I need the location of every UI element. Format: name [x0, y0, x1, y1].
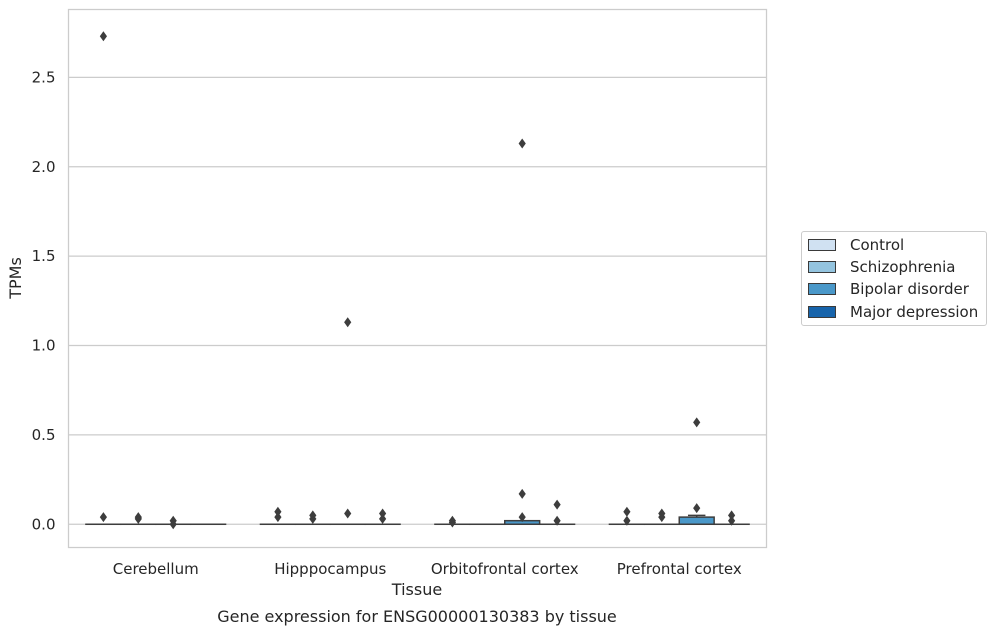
- outlier-point: [623, 506, 631, 517]
- outlier-point: [553, 499, 561, 510]
- outlier-point: [658, 508, 666, 519]
- outlier-point: [553, 515, 561, 526]
- outlier-point: [518, 138, 526, 149]
- y-tick-labels: 0.0 0.5 1.0 1.5 2.0 2.5: [32, 68, 56, 533]
- legend-label-major-depression: Major depression: [850, 303, 979, 321]
- legend-item-schizophrenia: Schizophrenia: [808, 257, 955, 277]
- box-body: [678, 516, 715, 526]
- y-tick-label: 2.0: [32, 158, 56, 176]
- x-tick-labels: Cerebellum Hipppocampus Orbitofrontal cort…: [113, 560, 742, 578]
- boxes: [85, 514, 750, 526]
- outlier-point: [623, 515, 631, 526]
- x-axis-label: Tissue: [391, 580, 442, 599]
- x-tick-label-orbitofrontal-cortex: Orbitofrontal cortex: [431, 560, 579, 578]
- plot-area-frame: [67, 8, 768, 549]
- outlier-point: [693, 417, 701, 428]
- legend-label-bipolar-disorder: Bipolar disorder: [850, 280, 969, 298]
- outlier-point: [309, 510, 317, 521]
- y-tick-label: 2.5: [32, 68, 56, 86]
- grid-lines: [68, 76, 767, 525]
- outlier-point: [518, 512, 526, 523]
- y-tick-label: 0.5: [32, 426, 56, 444]
- outliers: [99, 31, 736, 530]
- outlier-point: [344, 317, 352, 328]
- outlier-point: [99, 512, 107, 523]
- legend-swatch-major-depression: [808, 306, 836, 318]
- outlier-point: [274, 512, 282, 523]
- outlier-point: [134, 512, 142, 523]
- x-tick-label-cerebellum: Cerebellum: [113, 560, 199, 578]
- legend-label-schizophrenia: Schizophrenia: [850, 258, 956, 276]
- outlier-point: [518, 488, 526, 499]
- legend-swatch-bipolar-disorder: [808, 283, 836, 295]
- y-axis-label: TPMs: [6, 257, 25, 300]
- outlier-point: [379, 513, 387, 524]
- outlier-point: [448, 515, 456, 526]
- legend: Control Schizophrenia Bipolar disorder M…: [801, 231, 987, 326]
- outlier-point: [169, 519, 177, 530]
- outlier-point: [274, 506, 282, 517]
- outlier-point: [379, 508, 387, 519]
- legend-item-major-depression: Major depression: [808, 302, 978, 322]
- legend-label-control: Control: [850, 236, 905, 254]
- box-bipolar-disorder-prefrontal-cortex: [678, 514, 715, 526]
- outlier-point: [693, 503, 701, 514]
- chart-title: Gene expression for ENSG00000130383 by t…: [217, 607, 617, 626]
- legend-swatch-schizophrenia: [808, 261, 836, 273]
- legend-swatch-control: [808, 239, 836, 251]
- legend-item-control: Control: [808, 235, 904, 255]
- legend-item-bipolar-disorder: Bipolar disorder: [808, 279, 969, 299]
- y-tick-label: 1.0: [32, 337, 56, 355]
- y-tick-label: 1.5: [32, 247, 56, 265]
- outlier-point: [728, 510, 736, 521]
- outlier-point: [344, 508, 352, 519]
- outlier-point: [99, 31, 107, 42]
- x-tick-label-hipppocampus: Hipppocampus: [274, 560, 386, 578]
- x-tick-label-prefrontal-cortex: Prefrontal cortex: [617, 560, 742, 578]
- outlier-point: [728, 515, 736, 526]
- y-tick-label: 0.0: [32, 515, 56, 533]
